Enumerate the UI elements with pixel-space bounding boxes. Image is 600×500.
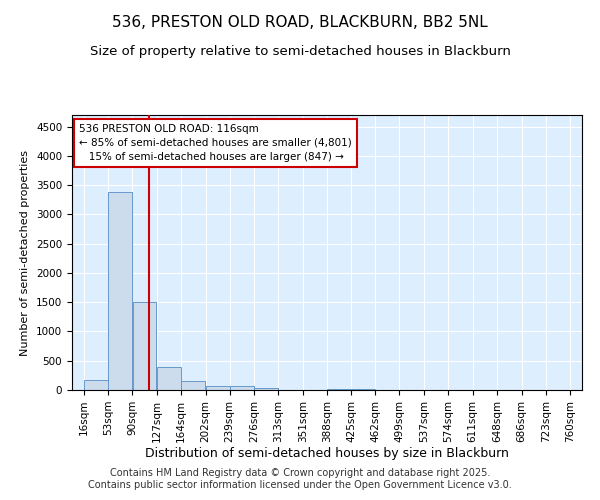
Text: Size of property relative to semi-detached houses in Blackburn: Size of property relative to semi-detach… xyxy=(89,45,511,58)
Bar xyxy=(327,389,351,390)
Bar xyxy=(109,192,132,390)
Bar xyxy=(84,380,108,390)
Text: 536 PRESTON OLD ROAD: 116sqm
← 85% of semi-detached houses are smaller (4,801)
 : 536 PRESTON OLD ROAD: 116sqm ← 85% of se… xyxy=(79,124,352,162)
Bar xyxy=(133,302,157,390)
Bar xyxy=(352,389,375,390)
Y-axis label: Number of semi-detached properties: Number of semi-detached properties xyxy=(20,150,31,356)
X-axis label: Distribution of semi-detached houses by size in Blackburn: Distribution of semi-detached houses by … xyxy=(145,448,509,460)
Bar xyxy=(230,386,254,390)
Bar xyxy=(254,388,278,390)
Text: 536, PRESTON OLD ROAD, BLACKBURN, BB2 5NL: 536, PRESTON OLD ROAD, BLACKBURN, BB2 5N… xyxy=(112,15,488,30)
Bar xyxy=(157,367,181,390)
Text: Contains HM Land Registry data © Crown copyright and database right 2025.
Contai: Contains HM Land Registry data © Crown c… xyxy=(88,468,512,490)
Bar xyxy=(206,386,230,390)
Bar xyxy=(181,381,205,390)
